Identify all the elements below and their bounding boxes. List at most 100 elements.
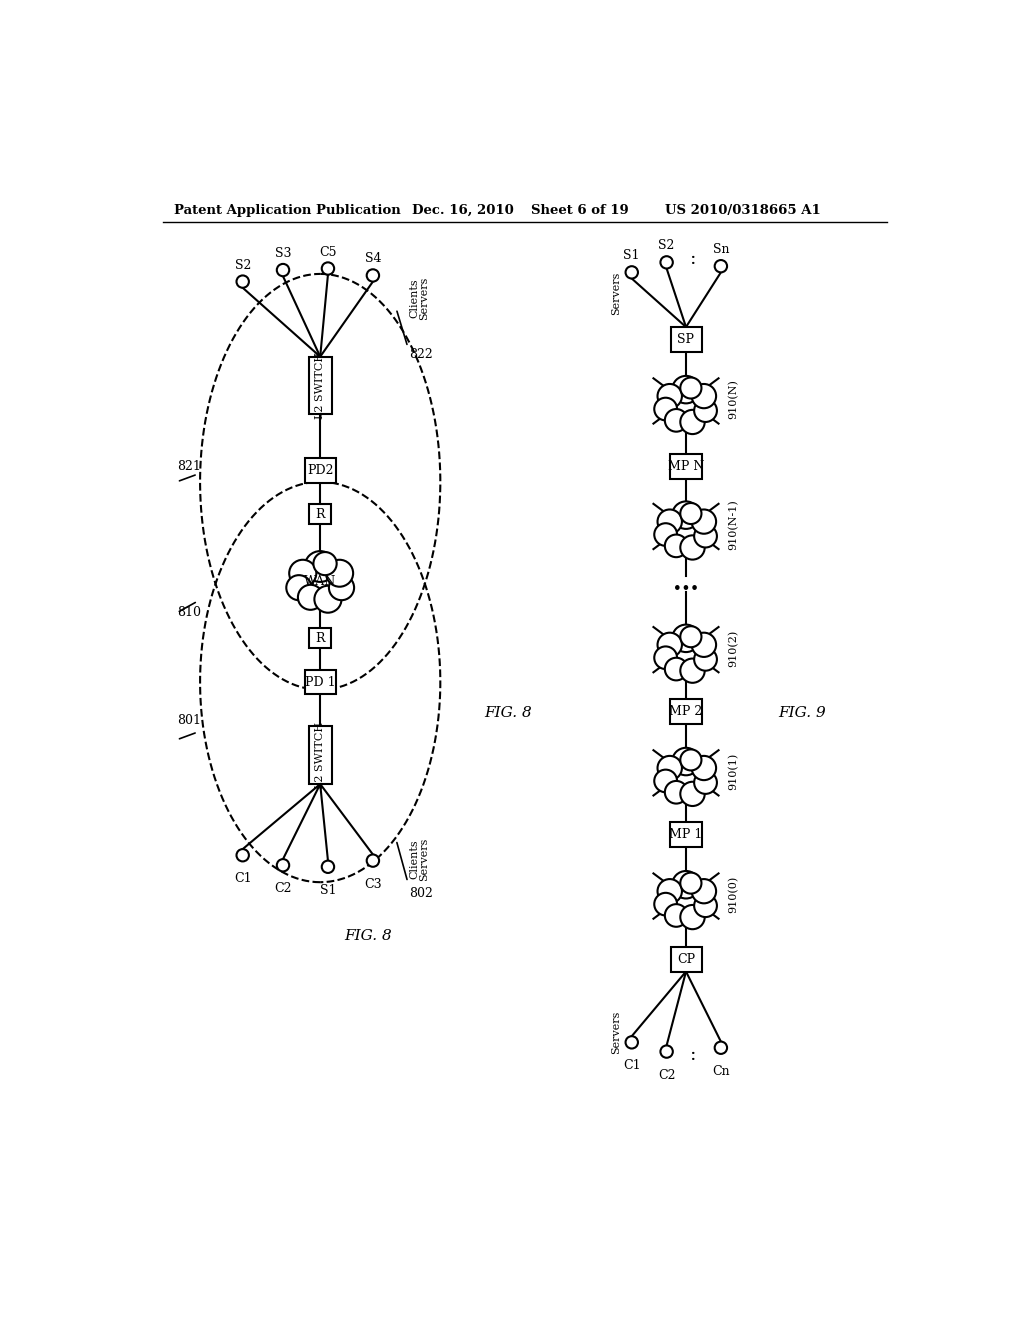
Circle shape xyxy=(680,750,701,771)
Circle shape xyxy=(691,632,716,657)
Circle shape xyxy=(322,263,334,275)
Text: Sheet 6 of 19: Sheet 6 of 19 xyxy=(531,205,629,218)
Circle shape xyxy=(680,536,705,560)
Circle shape xyxy=(276,859,289,871)
Circle shape xyxy=(694,771,717,793)
Text: S2: S2 xyxy=(234,259,251,272)
Circle shape xyxy=(680,409,705,434)
Circle shape xyxy=(694,525,717,548)
Circle shape xyxy=(654,523,677,546)
Text: Dec. 16, 2010: Dec. 16, 2010 xyxy=(413,205,514,218)
Circle shape xyxy=(367,269,379,281)
Circle shape xyxy=(680,659,705,682)
Text: Clients: Clients xyxy=(410,279,419,318)
Text: Cn: Cn xyxy=(712,1065,730,1077)
Circle shape xyxy=(657,510,682,533)
Circle shape xyxy=(680,781,705,807)
Circle shape xyxy=(665,781,688,804)
Text: R: R xyxy=(315,508,325,520)
Circle shape xyxy=(680,873,701,894)
Circle shape xyxy=(289,560,316,586)
FancyBboxPatch shape xyxy=(308,356,332,414)
Text: S1: S1 xyxy=(624,249,640,263)
Circle shape xyxy=(654,892,677,916)
Circle shape xyxy=(329,576,354,601)
Circle shape xyxy=(680,378,701,399)
Circle shape xyxy=(680,503,701,524)
Circle shape xyxy=(314,586,342,612)
FancyBboxPatch shape xyxy=(309,504,331,524)
Circle shape xyxy=(694,648,717,671)
Circle shape xyxy=(626,267,638,279)
Circle shape xyxy=(326,560,353,586)
FancyBboxPatch shape xyxy=(305,458,336,483)
FancyBboxPatch shape xyxy=(671,327,701,351)
Circle shape xyxy=(715,260,727,272)
Circle shape xyxy=(660,256,673,268)
Text: S2: S2 xyxy=(658,239,675,252)
Text: ...: ... xyxy=(673,572,699,595)
Circle shape xyxy=(657,879,682,903)
FancyBboxPatch shape xyxy=(309,628,331,648)
FancyBboxPatch shape xyxy=(670,822,702,847)
Circle shape xyxy=(237,849,249,862)
Text: :: : xyxy=(690,249,697,268)
Text: Sn: Sn xyxy=(713,243,729,256)
Text: 822: 822 xyxy=(410,348,433,362)
Circle shape xyxy=(665,409,688,432)
Text: US 2010/0318665 A1: US 2010/0318665 A1 xyxy=(665,205,821,218)
Text: 910(2): 910(2) xyxy=(729,630,739,667)
Text: FIG. 9: FIG. 9 xyxy=(778,706,826,719)
Circle shape xyxy=(672,748,699,775)
Text: C5: C5 xyxy=(319,246,337,259)
Text: FIG. 8: FIG. 8 xyxy=(484,706,531,719)
FancyBboxPatch shape xyxy=(671,946,701,972)
Text: Patent Application Publication: Patent Application Publication xyxy=(174,205,401,218)
Circle shape xyxy=(298,585,324,610)
Text: 910(0): 910(0) xyxy=(729,876,739,913)
FancyBboxPatch shape xyxy=(670,454,702,479)
Text: PD2: PD2 xyxy=(307,463,334,477)
Circle shape xyxy=(654,770,677,792)
Circle shape xyxy=(305,552,336,582)
Text: Clients: Clients xyxy=(410,840,419,879)
Text: R: R xyxy=(315,631,325,644)
Circle shape xyxy=(691,756,716,780)
Text: C1: C1 xyxy=(233,873,252,886)
Text: C3: C3 xyxy=(365,878,382,891)
Text: CP: CP xyxy=(677,953,695,966)
Text: 910(N): 910(N) xyxy=(729,379,739,420)
Circle shape xyxy=(691,510,716,533)
Text: Servers: Servers xyxy=(611,272,622,315)
Text: 910(N-1): 910(N-1) xyxy=(729,499,739,550)
Circle shape xyxy=(694,400,717,422)
Text: 801: 801 xyxy=(177,714,201,727)
Text: C1: C1 xyxy=(623,1059,641,1072)
Circle shape xyxy=(665,657,688,680)
Text: FIG. 8: FIG. 8 xyxy=(344,929,392,942)
Text: S3: S3 xyxy=(274,247,291,260)
Circle shape xyxy=(654,647,677,669)
Circle shape xyxy=(654,397,677,420)
Circle shape xyxy=(665,904,688,927)
Text: C2: C2 xyxy=(657,1069,676,1081)
Text: WAN: WAN xyxy=(304,576,336,589)
Text: 910(1): 910(1) xyxy=(729,752,739,789)
Circle shape xyxy=(691,384,716,408)
Text: 821: 821 xyxy=(177,459,201,473)
Circle shape xyxy=(660,1045,673,1057)
Circle shape xyxy=(322,861,334,873)
Circle shape xyxy=(672,502,699,529)
Text: C2: C2 xyxy=(274,882,292,895)
Circle shape xyxy=(680,906,705,929)
Text: 802: 802 xyxy=(410,887,433,900)
Circle shape xyxy=(694,895,717,917)
Circle shape xyxy=(313,552,337,576)
Text: Servers: Servers xyxy=(420,837,429,880)
Circle shape xyxy=(657,632,682,657)
Circle shape xyxy=(691,879,716,903)
Circle shape xyxy=(367,854,379,867)
Circle shape xyxy=(657,384,682,408)
Circle shape xyxy=(680,626,701,647)
Circle shape xyxy=(276,264,289,276)
